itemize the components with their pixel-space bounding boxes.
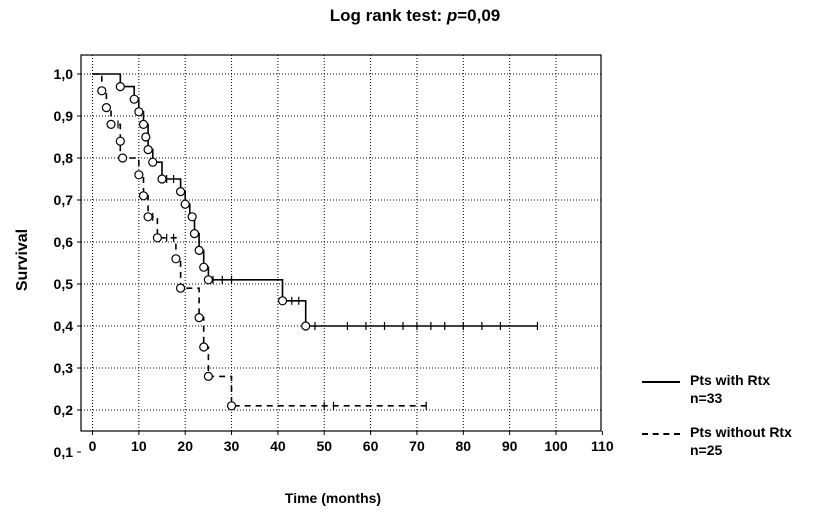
y-tick-label: 1,0	[54, 66, 74, 82]
legend-n: n=33	[690, 390, 723, 406]
y-tick-label: 0,5	[54, 276, 74, 292]
y-tick-label: 0,4	[54, 318, 74, 334]
event-marker	[143, 212, 153, 222]
legend-solid-line	[642, 381, 680, 383]
x-tick-label: 100	[544, 438, 568, 454]
event-marker	[141, 132, 151, 142]
x-tick-label: 0	[89, 438, 97, 454]
event-marker	[157, 174, 167, 184]
event-marker	[143, 145, 153, 155]
event-marker	[106, 119, 116, 130]
event-marker	[148, 157, 158, 167]
chart-title: Log rank test: p=0,09	[0, 6, 830, 26]
x-axis-label: Time (months)	[285, 490, 381, 506]
event-marker	[175, 187, 186, 197]
y-tick-label: 0,2	[54, 402, 74, 418]
event-marker	[175, 283, 186, 293]
event-marker	[134, 170, 144, 180]
event-marker	[138, 119, 149, 130]
event-marker	[203, 275, 213, 285]
event-marker	[138, 191, 149, 201]
x-tick-label: 60	[363, 438, 379, 454]
legend: Pts with Rtx n=33 Pts without Rtx n=25	[642, 370, 830, 474]
event-marker	[115, 136, 125, 146]
x-tick-label: 20	[177, 438, 193, 454]
event-marker	[115, 81, 125, 92]
event-marker	[199, 262, 209, 272]
event-marker	[171, 254, 181, 264]
y-tick-label: 0,3	[54, 360, 74, 376]
event-marker	[134, 107, 144, 117]
x-tick-label: 50	[316, 438, 332, 454]
legend-item-without-rtx: Pts without Rtx n=25	[642, 422, 830, 474]
y-axis-label: Survival	[14, 229, 31, 291]
event-marker	[97, 86, 107, 96]
plot-frame	[80, 54, 602, 432]
event-marker	[101, 102, 112, 113]
legend-dashed-line	[642, 433, 680, 435]
event-marker	[180, 199, 190, 209]
x-tick-label: 40	[270, 438, 286, 454]
event-marker	[152, 233, 162, 243]
legend-item-with-rtx: Pts with Rtx n=33	[642, 370, 830, 422]
event-marker	[194, 245, 204, 255]
title-suffix: =0,09	[457, 6, 501, 25]
legend-n: n=25	[690, 442, 723, 458]
x-tick-label: 90	[502, 438, 518, 454]
title-p: p	[446, 6, 458, 25]
y-tick-label: 0,9	[54, 108, 74, 124]
event-marker	[194, 313, 204, 323]
event-marker	[203, 371, 213, 381]
event-marker	[118, 153, 128, 163]
y-tick-label: 0,1	[54, 444, 74, 460]
y-tick-label: 0,6	[54, 234, 74, 250]
x-tick-label: 110	[591, 438, 614, 454]
event-marker	[226, 401, 237, 411]
y-tick-label: 0,7	[54, 192, 74, 208]
event-marker	[277, 296, 288, 306]
event-marker	[187, 212, 197, 222]
legend-label: Pts without Rtx	[690, 424, 792, 440]
grid	[81, 55, 601, 431]
event-marker	[199, 342, 209, 352]
y-tick-label: 0,8	[54, 150, 74, 166]
x-tick-label: 80	[456, 438, 472, 454]
series-layer	[92, 73, 539, 411]
title-prefix: Log rank test:	[329, 6, 447, 25]
event-marker	[301, 321, 311, 331]
event-marker	[189, 229, 200, 239]
axis-labels: 0,1 0,2 0,3 0,4 0,5 0,6 0,7 0,8 0,9 1,0 0 10 20 30 40 5…	[54, 66, 614, 460]
x-tick-label: 10	[131, 438, 147, 454]
legend-label: Pts with Rtx	[690, 372, 771, 388]
event-marker	[129, 94, 139, 104]
x-tick-label: 70	[409, 438, 425, 454]
x-tick-label: 30	[224, 438, 240, 454]
